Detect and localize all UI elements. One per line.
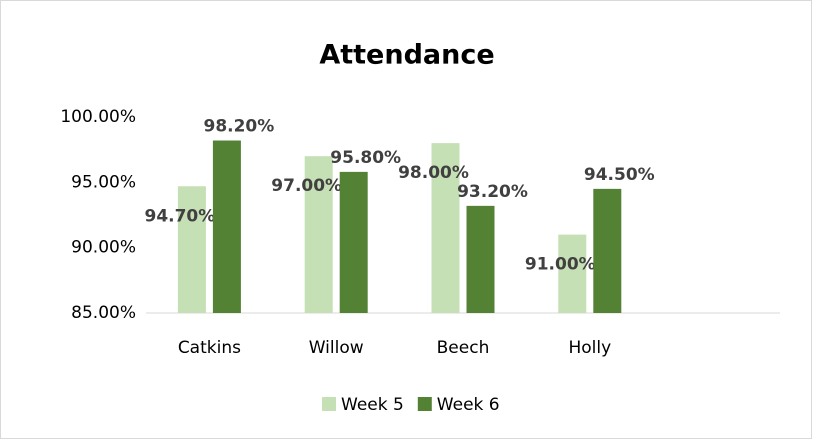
bar (177, 186, 206, 313)
bar (212, 140, 241, 313)
legend-swatch (322, 397, 336, 411)
value-label: 98.00% (398, 163, 469, 183)
value-label: 94.50% (584, 165, 655, 185)
bar (304, 156, 333, 313)
legend-label: Week 6 (437, 395, 500, 415)
y-tick-label: 90.00% (71, 238, 136, 258)
value-label: 94.70% (144, 206, 215, 226)
bar (339, 171, 368, 313)
bar (558, 234, 587, 313)
x-tick-label: Beech (437, 338, 490, 358)
bar (466, 205, 495, 313)
bar (593, 188, 622, 313)
chart-title: Attendance (319, 40, 494, 71)
bar (431, 143, 460, 313)
value-label: 93.20% (457, 182, 528, 202)
x-tick-label: Catkins (178, 338, 241, 358)
value-label: 91.00% (525, 255, 596, 275)
value-label: 98.20% (203, 117, 274, 137)
x-tick-label: Willow (309, 338, 364, 358)
legend-label: Week 5 (341, 395, 404, 415)
y-tick-label: 95.00% (71, 172, 136, 192)
legend-swatch (417, 397, 432, 411)
x-tick-label: Holly (568, 338, 611, 358)
y-tick-label: 85.00% (71, 303, 136, 323)
value-label: 97.00% (271, 176, 342, 196)
y-tick-label: 100.00% (60, 107, 136, 127)
value-label: 95.80% (330, 148, 401, 168)
